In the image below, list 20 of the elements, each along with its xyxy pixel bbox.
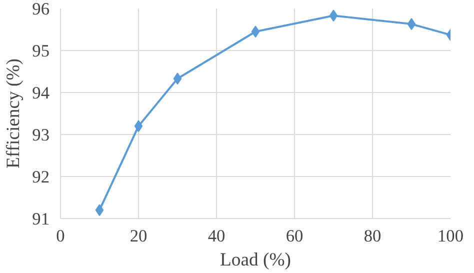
x-tick-label: 20	[130, 226, 148, 246]
point	[173, 72, 182, 85]
y-tick-label: 93	[32, 126, 50, 144]
y-tick-label: 94	[32, 84, 50, 102]
point	[407, 18, 416, 30]
x-axis-title: Load (%)	[220, 250, 291, 270]
x-tick-label: 60	[286, 226, 304, 246]
point	[95, 204, 104, 216]
point	[134, 120, 143, 132]
point	[329, 10, 338, 22]
x-tick-label: 80	[364, 226, 382, 246]
y-tick-label: 96	[32, 0, 50, 18]
x-tick-label: 0	[56, 226, 65, 246]
x-tick-label: 40	[208, 226, 226, 246]
y-tick-label: 91	[32, 210, 50, 228]
x-tick-label: 100	[438, 226, 464, 246]
point	[251, 26, 260, 38]
y-tick-label: 92	[32, 168, 50, 186]
y-axis-title: Efficiency (%)	[3, 58, 24, 168]
y-tick-label: 95	[32, 42, 50, 60]
